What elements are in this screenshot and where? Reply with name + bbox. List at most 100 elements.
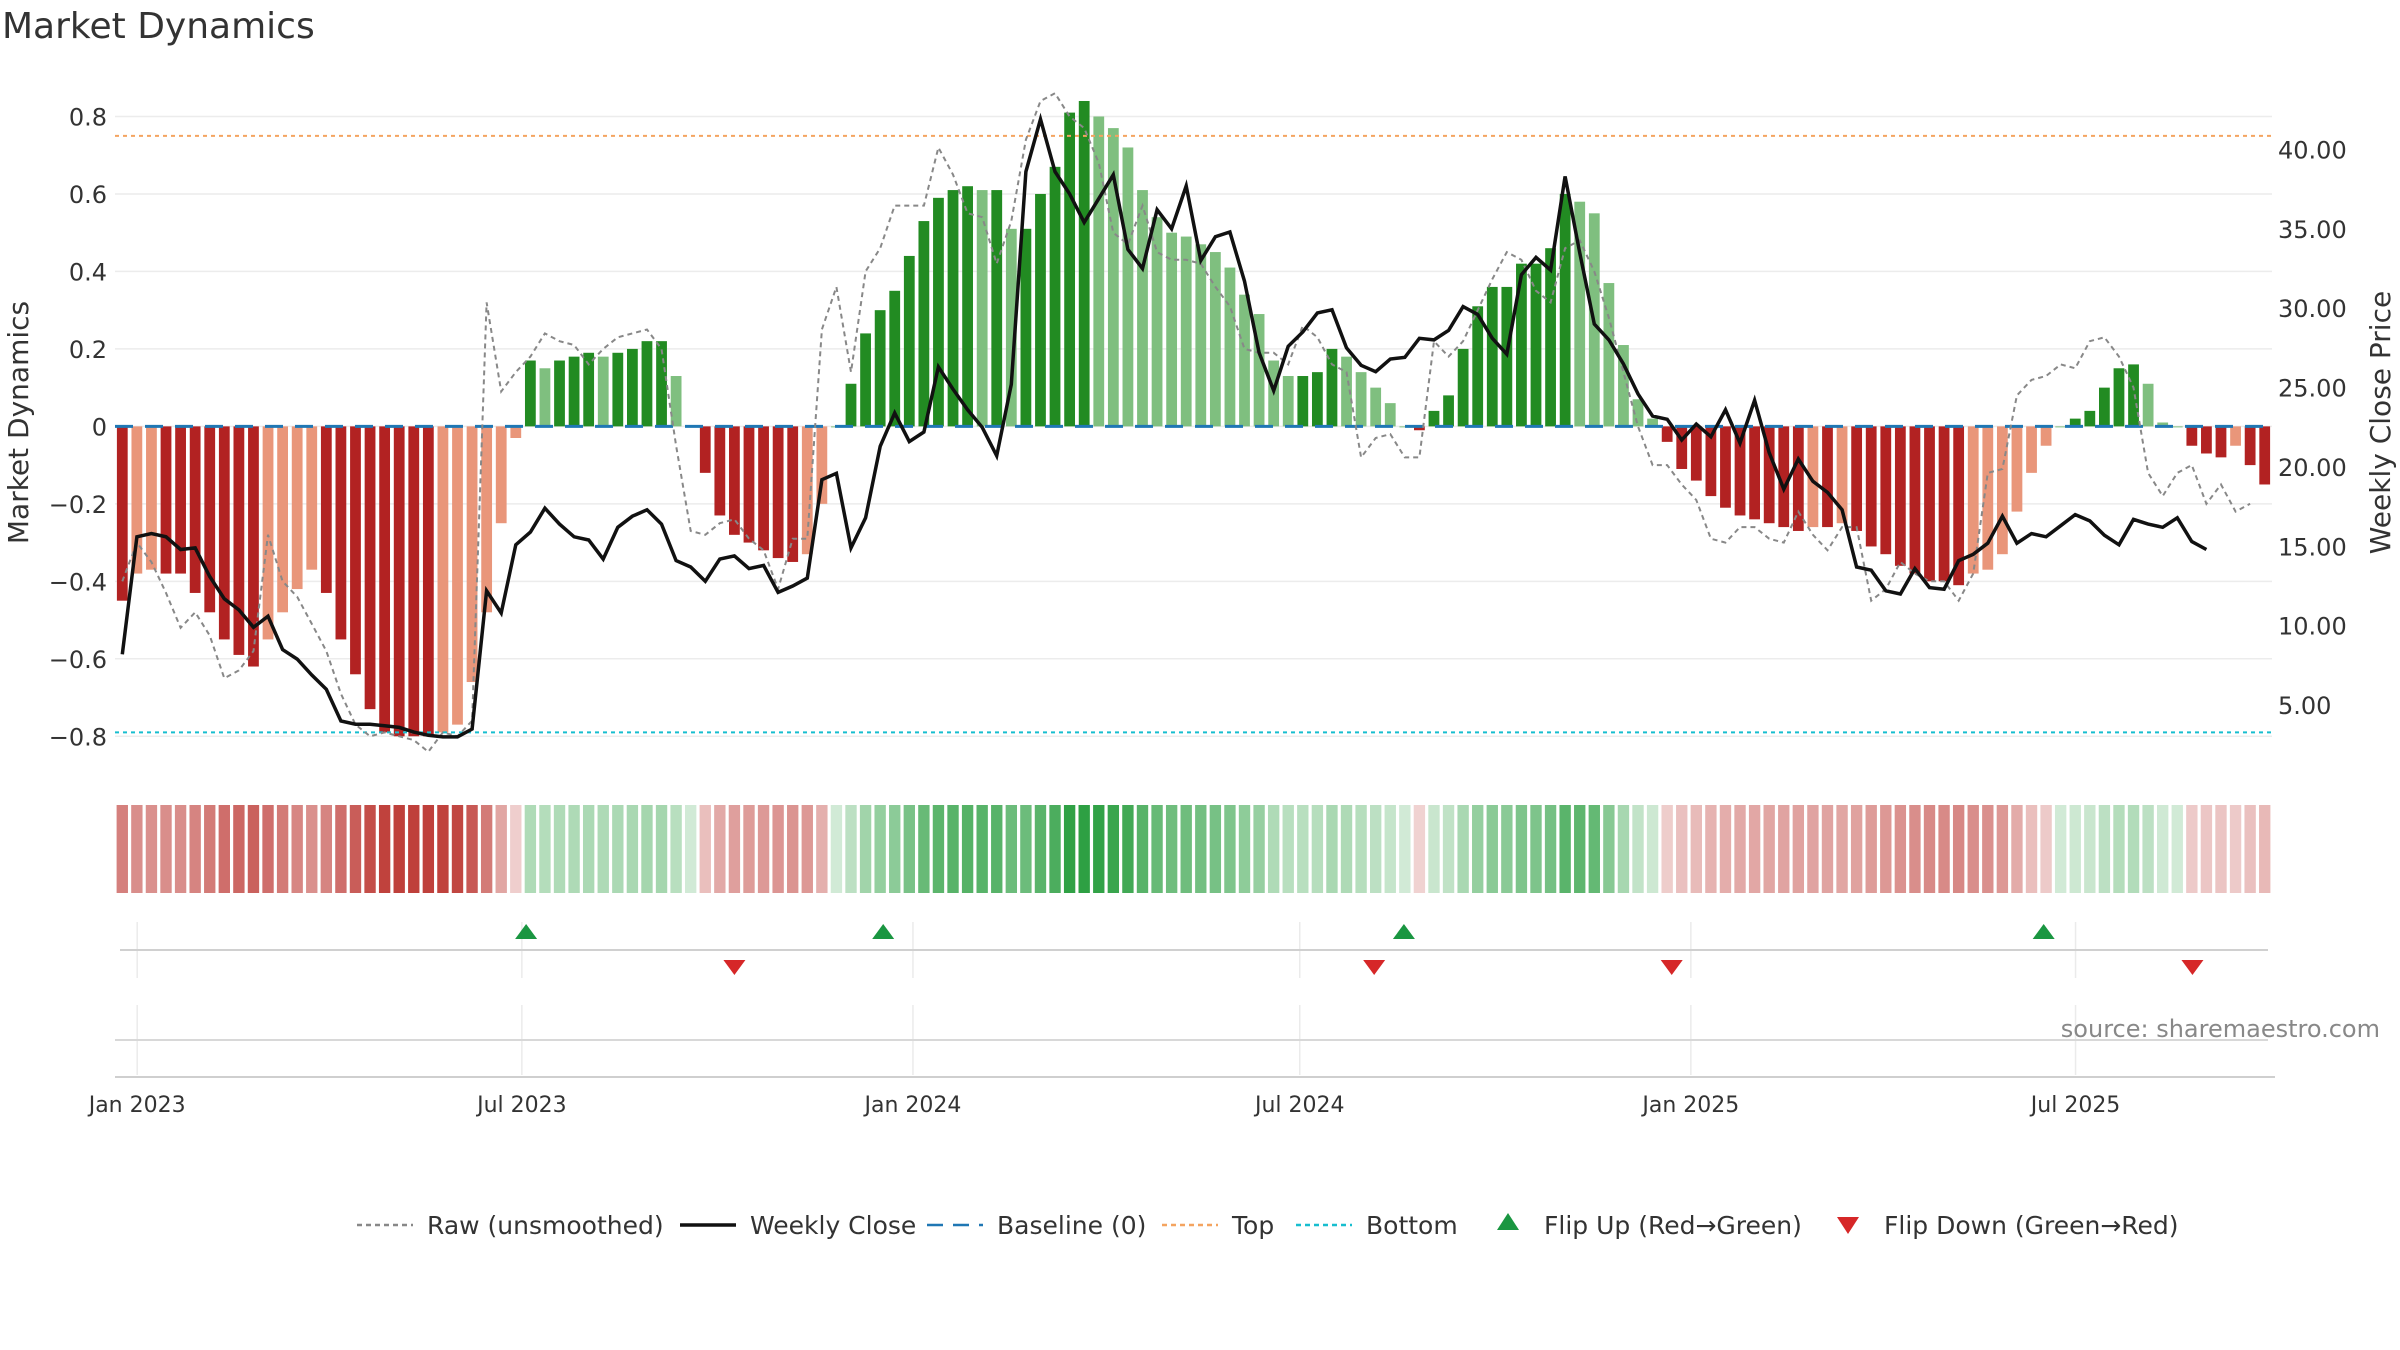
regime-cell: [1005, 805, 1018, 893]
dynamics-bar: [1720, 426, 1731, 508]
regime-cell: [1020, 805, 1032, 893]
dynamics-bar: [933, 197, 944, 427]
dynamics-bar: [641, 341, 653, 427]
y2-tick-label: 10.00: [2278, 613, 2347, 641]
regime-cell: [2127, 805, 2140, 893]
dynamics-bar: [364, 426, 376, 710]
regime-cell: [553, 805, 566, 893]
dynamics-bar: [1486, 286, 1498, 427]
dynamics-bar: [554, 360, 565, 427]
dynamics-bar: [393, 426, 405, 737]
regime-cell: [116, 805, 128, 893]
dynamics-bar: [233, 426, 245, 655]
regime-cell: [233, 805, 245, 893]
dynamics-bar: [1661, 426, 1673, 442]
regime-cell: [160, 805, 172, 893]
regime-cell: [408, 805, 420, 893]
y2-tick-label: 35.00: [2278, 216, 2347, 244]
dynamics-bar: [1370, 387, 1382, 427]
flip-up-marker: [872, 924, 895, 939]
dynamics-bar: [2026, 426, 2037, 473]
regime-cell: [757, 805, 770, 893]
dynamics-bar: [1822, 426, 1833, 528]
regime-cell: [714, 805, 726, 893]
dynamics-bar: [1559, 193, 1571, 427]
y2-tick-label: 5.00: [2278, 692, 2331, 720]
regime-cell: [1515, 805, 1528, 893]
dynamics-bar: [2171, 426, 2183, 428]
regime-cell: [1923, 805, 1936, 893]
regime-cell: [1078, 805, 1090, 893]
raw-line: [121, 91, 2251, 754]
dynamics-bar: [976, 190, 988, 427]
regime-cell: [276, 805, 289, 893]
dynamics-bar: [1618, 345, 1629, 427]
y-tick-label: 0.4: [69, 258, 107, 286]
y-tick-label: 0.2: [69, 336, 107, 364]
regime-cell: [1676, 805, 1688, 893]
dynamics-bar: [1924, 426, 1935, 582]
regime-cell: [1996, 805, 2009, 893]
regime-cell: [1690, 805, 1702, 893]
regime-cell: [1107, 805, 1120, 893]
flip-up-marker: [1392, 924, 1415, 939]
regime-cell: [1719, 805, 1732, 893]
dynamics-bar: [1297, 376, 1309, 427]
legend-item: Baseline (0): [927, 1211, 1146, 1240]
x-tick-label: Jul 2023: [475, 1093, 567, 1118]
regime-cell: [1530, 805, 1542, 893]
regime-cell: [2200, 805, 2213, 893]
dynamics-bar: [1384, 403, 1396, 427]
flip-signal-panel: [120, 922, 2268, 978]
regime-cell: [816, 805, 828, 893]
dynamics-bar: [1209, 252, 1221, 427]
regime-cell: [1151, 805, 1163, 893]
regime-cell: [1209, 805, 1222, 893]
dynamics-bar: [656, 341, 667, 427]
regime-cell: [1428, 805, 1440, 893]
regime-cell: [204, 805, 216, 893]
regime-cell: [2054, 805, 2067, 893]
dynamics-bar: [1545, 248, 1556, 427]
regime-cell: [1865, 805, 1877, 893]
regime-cell: [1792, 805, 1805, 893]
regime-cell: [349, 805, 362, 893]
dynamics-bar: [1020, 228, 1032, 427]
y-tick-label: −0.2: [49, 491, 107, 519]
dynamics-bar: [510, 426, 522, 438]
dynamics-bar: [2069, 418, 2081, 427]
regime-cell: [1238, 805, 1251, 893]
dynamics-bar: [1953, 426, 1965, 586]
dynamics-bar: [160, 426, 172, 574]
regime-cell: [335, 805, 347, 893]
legend-label: Weekly Close: [750, 1211, 916, 1240]
regime-cell: [889, 805, 901, 893]
regime-cell: [1297, 805, 1309, 893]
dynamics-bar: [772, 426, 784, 559]
flip-down-marker: [723, 960, 746, 975]
dynamics-bar: [2142, 383, 2154, 427]
regime-cell: [918, 805, 930, 893]
y-tick-label: 0.8: [69, 103, 107, 131]
legend-label: Top: [1231, 1211, 1274, 1240]
regime-cell: [2098, 805, 2111, 893]
dynamics-bar: [262, 426, 274, 640]
regime-cell: [378, 805, 391, 893]
dynamics-bar: [758, 426, 769, 551]
regime-cell: [1224, 805, 1236, 893]
dynamics-bar: [597, 356, 609, 427]
dynamics-bar: [1224, 267, 1236, 427]
regime-cell: [1122, 805, 1134, 893]
legend-item: Flip Down (Green→Red): [1837, 1211, 2179, 1240]
dynamics-bar: [1311, 372, 1323, 427]
dynamics-bar: [816, 426, 828, 504]
dynamics-bar: [131, 426, 143, 574]
x-axis: Jan 2023 Jul 2023 Jan 2024 Jul 2024 Jan 2025…: [87, 1076, 2275, 1118]
dynamics-bar: [2157, 422, 2169, 427]
dynamics-bar: [1836, 426, 1848, 524]
regime-cell: [2011, 805, 2023, 893]
dynamics-bar: [889, 290, 901, 427]
y-axis-label: Market Dynamics: [2, 301, 35, 544]
regime-cell: [1544, 805, 1557, 893]
dynamics-bar: [1457, 348, 1469, 427]
